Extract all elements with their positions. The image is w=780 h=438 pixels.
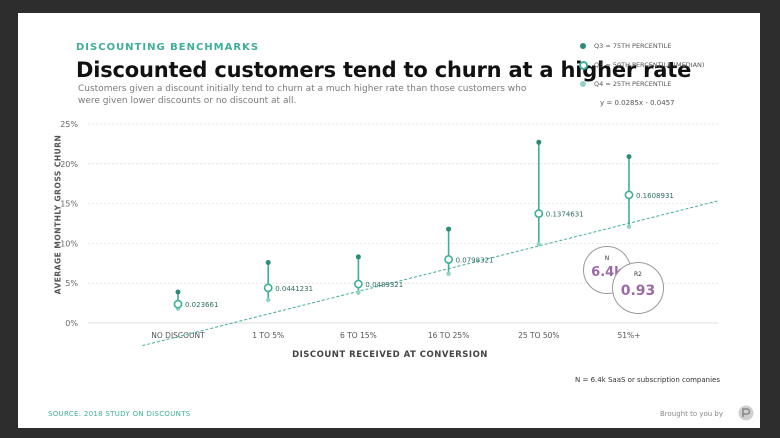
legend-label-q4: Q4 = 25TH PERCENTILE xyxy=(594,80,672,88)
median-data-label: 0.1608931 xyxy=(636,192,674,200)
median-point xyxy=(353,279,363,289)
x-tick-label: 51%+ xyxy=(618,331,641,340)
q4-point xyxy=(626,224,632,229)
median-point xyxy=(624,190,634,200)
chart-title: Discounted customers tend to churn at a … xyxy=(76,58,692,82)
q3-point xyxy=(175,289,181,295)
median-point xyxy=(173,299,183,309)
q3-point xyxy=(626,154,632,160)
sample-size-label: N xyxy=(604,255,610,262)
y-axis-label: AVERAGE MONTHLY GROSS CHURN xyxy=(53,134,63,295)
q4-point xyxy=(446,271,451,276)
y-tick-label: 15% xyxy=(60,200,78,209)
median-point xyxy=(444,255,453,264)
median-data-label: 0.0798321 xyxy=(456,256,494,264)
legend-dot-light xyxy=(580,81,586,87)
q4-point xyxy=(536,241,541,247)
q3-point xyxy=(355,254,361,260)
trendline-equation: y = 0.0285x - 0.0457 xyxy=(600,99,675,107)
legend-label-q3: Q3 = 75TH PERCENTILE xyxy=(594,42,672,50)
y-tick-label: 10% xyxy=(60,239,78,248)
legend-label-median: Q3 = 50TH PERCENTILE (MEDIAN) xyxy=(594,61,705,69)
x-tick-label: 25 TO 50% xyxy=(518,331,559,340)
q3-point xyxy=(446,226,452,232)
q4-point xyxy=(356,290,361,295)
brought-by-label: Brought to you by xyxy=(660,410,724,418)
median-point xyxy=(534,209,544,218)
chart-subtitle: Customers given a discount initially ten… xyxy=(78,84,527,106)
x-tick-label: 16 TO 25% xyxy=(428,331,469,340)
y-tick-label: 20% xyxy=(60,160,78,169)
brand-logo-icon xyxy=(738,405,754,421)
x-tick-label: 1 TO 5% xyxy=(252,331,284,340)
median-data-label: 0.023661 xyxy=(185,301,218,309)
x-tick-label: 6 TO 15% xyxy=(340,331,377,340)
y-tick-label: 25% xyxy=(60,120,78,129)
legend-item-q3: Q3 = 75TH PERCENTILE xyxy=(580,40,704,59)
trendline xyxy=(142,200,719,347)
median-data-label: 0.0489321 xyxy=(365,281,403,289)
legend-dot-dark xyxy=(580,43,586,49)
x-tick-label: NO DISCOUNT xyxy=(151,331,205,340)
median-data-label: 0.1374631 xyxy=(546,211,584,219)
legend-item-q4: Q4 = 25TH PERCENTILE xyxy=(580,78,704,97)
r-squared-value: 0.93 xyxy=(620,283,656,299)
q3-point xyxy=(536,139,542,145)
r-squared-bubble: R2 0.93 xyxy=(612,262,664,314)
median-point xyxy=(263,283,273,293)
q4-point xyxy=(266,297,271,303)
x-axis-label: DISCOUNT RECEIVED AT CONVERSION xyxy=(292,350,488,360)
sample-note: N = 6.4k SaaS or subscription companies xyxy=(575,376,720,384)
y-tick-label: 0% xyxy=(65,319,78,328)
chart-card xyxy=(18,13,760,428)
q3-point xyxy=(265,260,271,266)
legend: Q3 = 75TH PERCENTILE Q3 = 50TH PERCENTIL… xyxy=(579,40,705,97)
median-data-label: 0.0441231 xyxy=(275,285,313,293)
source-link[interactable]: SOURCE: 2018 STUDY ON DISCOUNTS xyxy=(48,410,191,418)
legend-ring-median xyxy=(579,61,588,70)
r-squared-label: R2 xyxy=(634,271,642,278)
eyebrow-label: DISCOUNTING BENCHMARKS xyxy=(76,42,260,53)
y-tick-label: 5% xyxy=(65,279,78,288)
legend-item-median: Q3 = 50TH PERCENTILE (MEDIAN) xyxy=(579,59,705,78)
